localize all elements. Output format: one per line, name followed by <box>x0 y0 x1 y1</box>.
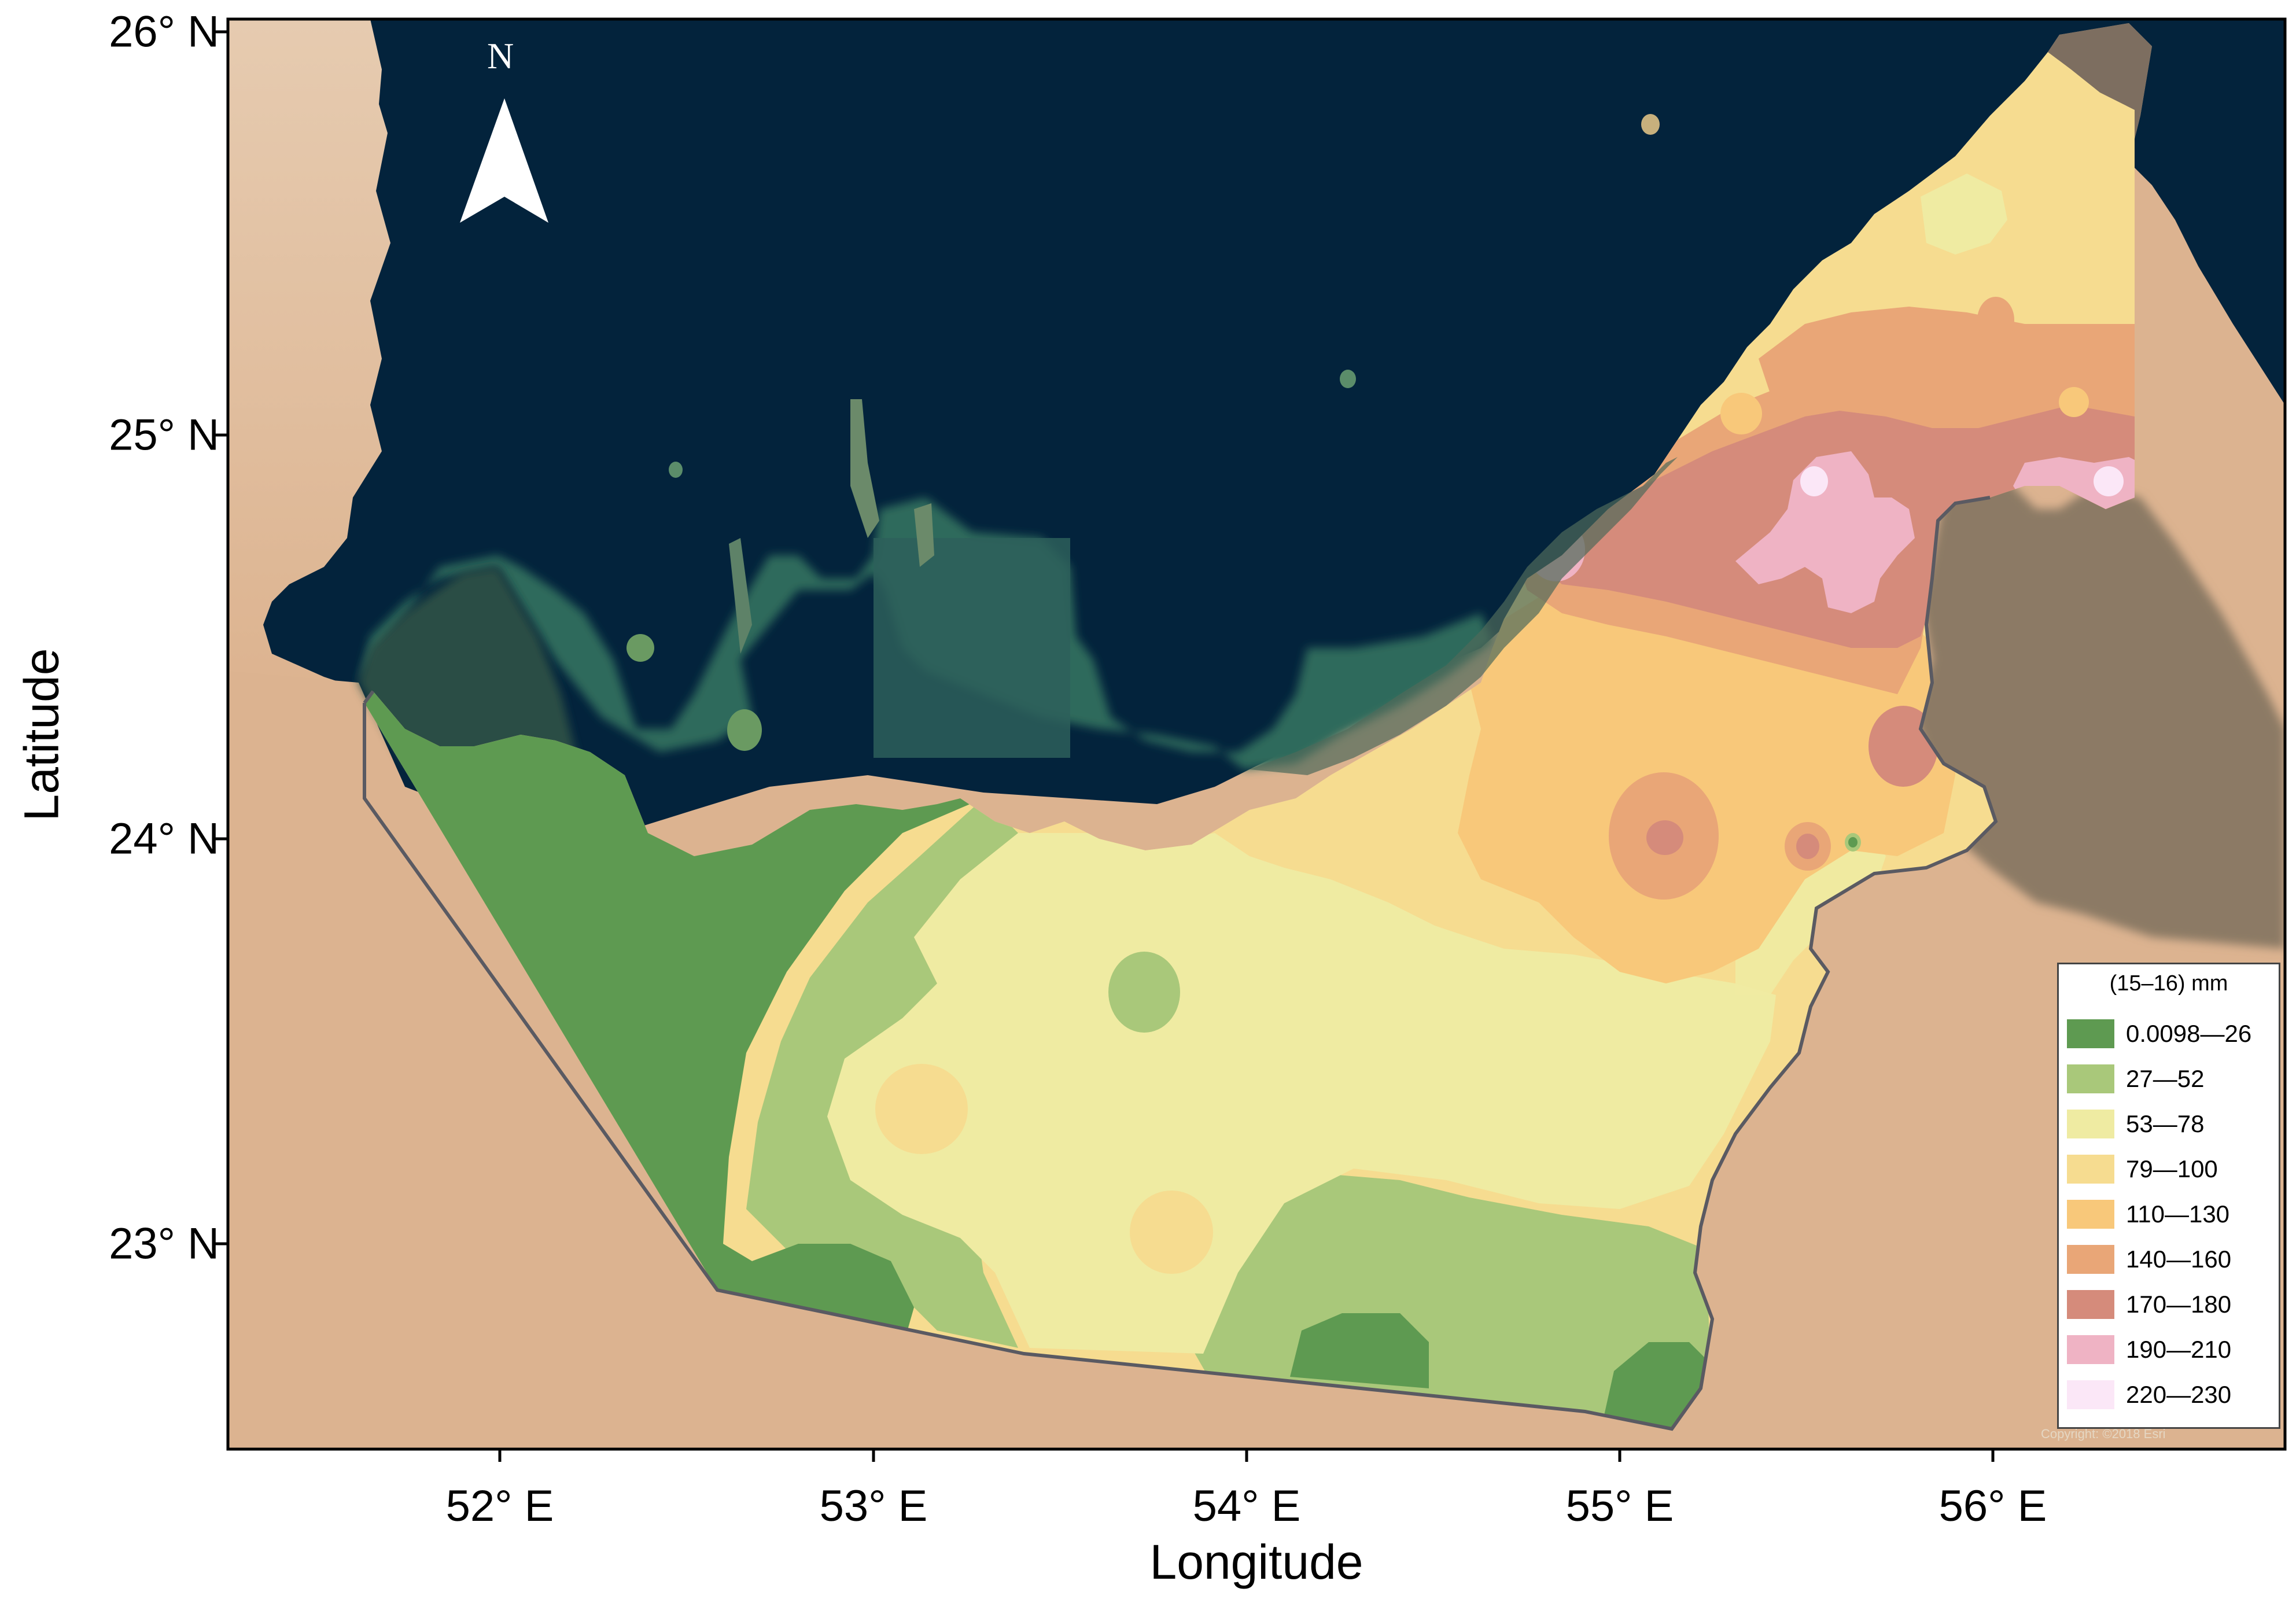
legend-item: 27—52 <box>2067 1062 2204 1096</box>
legend-item: 220—230 <box>2067 1377 2231 1412</box>
legend-item: 140—160 <box>2067 1242 2231 1277</box>
legend-label: 79—100 <box>2126 1155 2218 1182</box>
legend: (15–16) mm 0.0098—26 27—52 53—78 79—100 … <box>2057 963 2280 1429</box>
legend-item: 170—180 <box>2067 1287 2231 1322</box>
western-land <box>228 19 390 729</box>
legend-swatch <box>2067 1290 2114 1319</box>
legend-item: 190—210 <box>2067 1332 2231 1367</box>
legend-swatch <box>2067 1245 2114 1274</box>
legend-label: 190—210 <box>2126 1336 2232 1363</box>
legend-label: 27—52 <box>2126 1065 2205 1092</box>
island <box>669 462 683 478</box>
legend-swatch <box>2067 1064 2114 1093</box>
y-tick-label: 23° N <box>109 1219 219 1269</box>
y-tick-label: 26° N <box>109 7 219 57</box>
legend-swatch <box>2067 1155 2114 1184</box>
x-tick-label: 56° E <box>1938 1482 2047 1531</box>
legend-label: 53—78 <box>2126 1110 2205 1137</box>
legend-swatch <box>2067 1335 2114 1364</box>
x-tick-label: 55° E <box>1565 1482 1674 1531</box>
y-axis-title: Latitude <box>14 648 69 821</box>
legend-item: 79—100 <box>2067 1152 2218 1186</box>
axis-ticks <box>215 30 1995 1462</box>
legend-item: 110—130 <box>2067 1197 2229 1232</box>
island <box>626 634 654 662</box>
legend-item: 0.0098—26 <box>2067 1016 2251 1051</box>
island <box>1641 114 1660 135</box>
legend-label: 170—180 <box>2126 1291 2232 1318</box>
island <box>1340 370 1356 388</box>
coastline-fringe <box>1250 457 1678 775</box>
survey-tile <box>874 538 1070 758</box>
plot-area <box>228 19 2285 1449</box>
island-spit <box>850 399 879 538</box>
plot-frame <box>226 17 2287 1451</box>
legend-swatch <box>2067 1200 2114 1229</box>
y-tick-label: 25° N <box>109 410 219 460</box>
legend-title: (15–16) mm <box>2109 971 2228 996</box>
legend-label: 0.0098—26 <box>2126 1020 2252 1047</box>
oman-mountains <box>1915 474 2285 949</box>
island-spit <box>729 538 752 654</box>
legend-label: 110—130 <box>2126 1200 2230 1228</box>
x-tick-label: 54° E <box>1192 1482 1301 1531</box>
x-axis-title: Longitude <box>1149 1535 1363 1589</box>
legend-swatch <box>2067 1110 2114 1138</box>
north-arrow-icon <box>460 98 548 223</box>
copyright-text: Copyright: ©2018 Esri <box>2041 1427 2166 1441</box>
legend-label: 140—160 <box>2126 1245 2232 1273</box>
island-spit <box>914 503 934 567</box>
legend-item: 53—78 <box>2067 1107 2204 1141</box>
legend-label: 220—230 <box>2126 1381 2232 1408</box>
legend-swatch <box>2067 1380 2114 1409</box>
x-tick-label: 52° E <box>445 1482 554 1531</box>
x-tick-label: 53° E <box>819 1482 928 1531</box>
legend-swatch <box>2067 1019 2114 1048</box>
island <box>727 709 762 751</box>
uae-boundary <box>363 496 1998 1431</box>
y-tick-label: 24° N <box>109 814 219 864</box>
north-arrow-label: N <box>487 35 514 76</box>
